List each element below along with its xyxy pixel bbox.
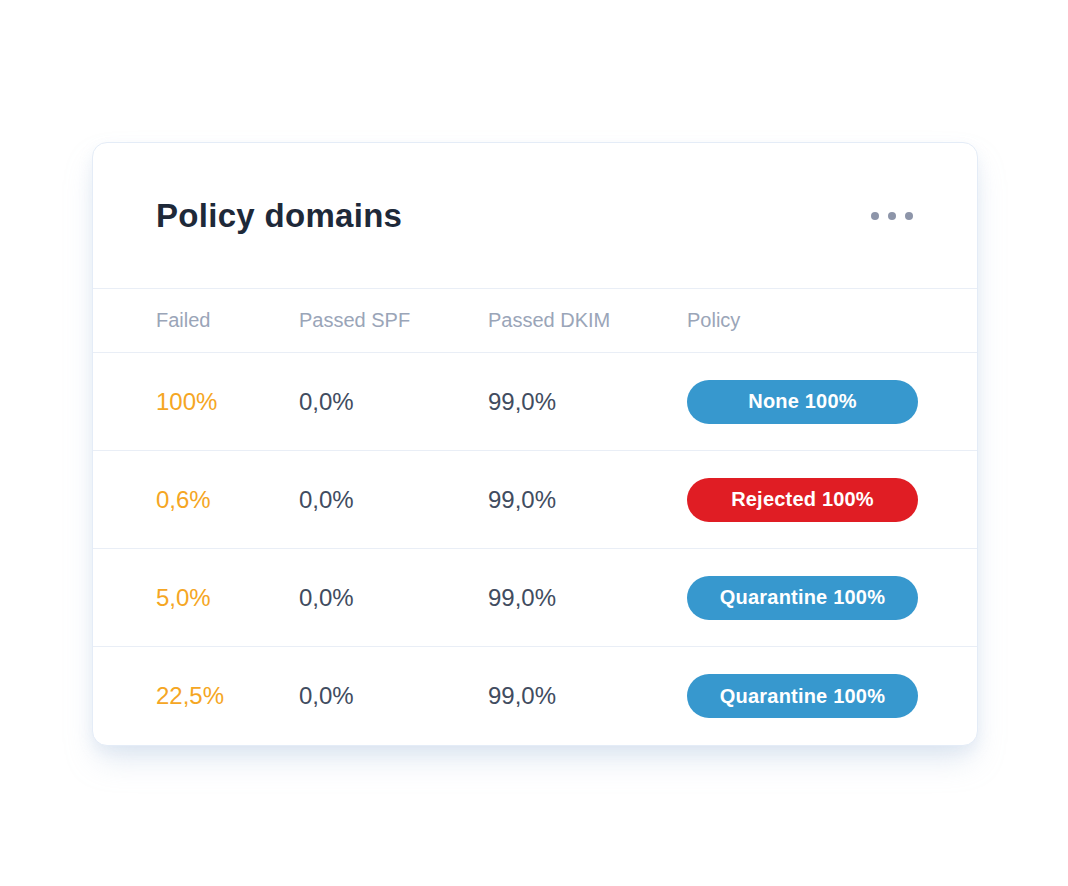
passed-spf-value: 0,0% — [299, 682, 488, 710]
failed-value: 100% — [156, 388, 299, 416]
table-row: 0,6% 0,0% 99,0% Rejected 100% — [93, 451, 977, 549]
policy-cell: Quarantine 100% — [687, 674, 918, 718]
table-header-row: Failed Passed SPF Passed DKIM Policy — [93, 288, 977, 353]
policy-domains-card: Policy domains Failed Passed SPF Passed … — [92, 142, 978, 746]
ellipsis-horizontal-icon — [905, 212, 913, 220]
ellipsis-horizontal-icon — [871, 212, 879, 220]
column-header-passed-dkim: Passed DKIM — [488, 309, 687, 332]
ellipsis-horizontal-icon — [888, 212, 896, 220]
page-title: Policy domains — [156, 197, 402, 235]
card-menu-button[interactable] — [869, 204, 915, 228]
policy-cell: None 100% — [687, 380, 918, 424]
policy-badge[interactable]: Quarantine 100% — [687, 674, 918, 718]
failed-value: 0,6% — [156, 486, 299, 514]
column-header-failed: Failed — [156, 309, 299, 332]
policy-badge[interactable]: Quarantine 100% — [687, 576, 918, 620]
policy-cell: Rejected 100% — [687, 478, 918, 522]
passed-dkim-value: 99,0% — [488, 486, 687, 514]
table-row: 5,0% 0,0% 99,0% Quarantine 100% — [93, 549, 977, 647]
policy-cell: Quarantine 100% — [687, 576, 918, 620]
failed-value: 5,0% — [156, 584, 299, 612]
policy-badge[interactable]: None 100% — [687, 380, 918, 424]
failed-value: 22,5% — [156, 682, 299, 710]
passed-dkim-value: 99,0% — [488, 682, 687, 710]
column-header-policy: Policy — [687, 309, 917, 332]
passed-spf-value: 0,0% — [299, 584, 488, 612]
passed-dkim-value: 99,0% — [488, 584, 687, 612]
column-header-passed-spf: Passed SPF — [299, 309, 488, 332]
card-header: Policy domains — [93, 143, 977, 288]
table-row: 100% 0,0% 99,0% None 100% — [93, 353, 977, 451]
passed-spf-value: 0,0% — [299, 388, 488, 416]
policy-badge[interactable]: Rejected 100% — [687, 478, 918, 522]
passed-spf-value: 0,0% — [299, 486, 488, 514]
table-row: 22,5% 0,0% 99,0% Quarantine 100% — [93, 647, 977, 745]
passed-dkim-value: 99,0% — [488, 388, 687, 416]
